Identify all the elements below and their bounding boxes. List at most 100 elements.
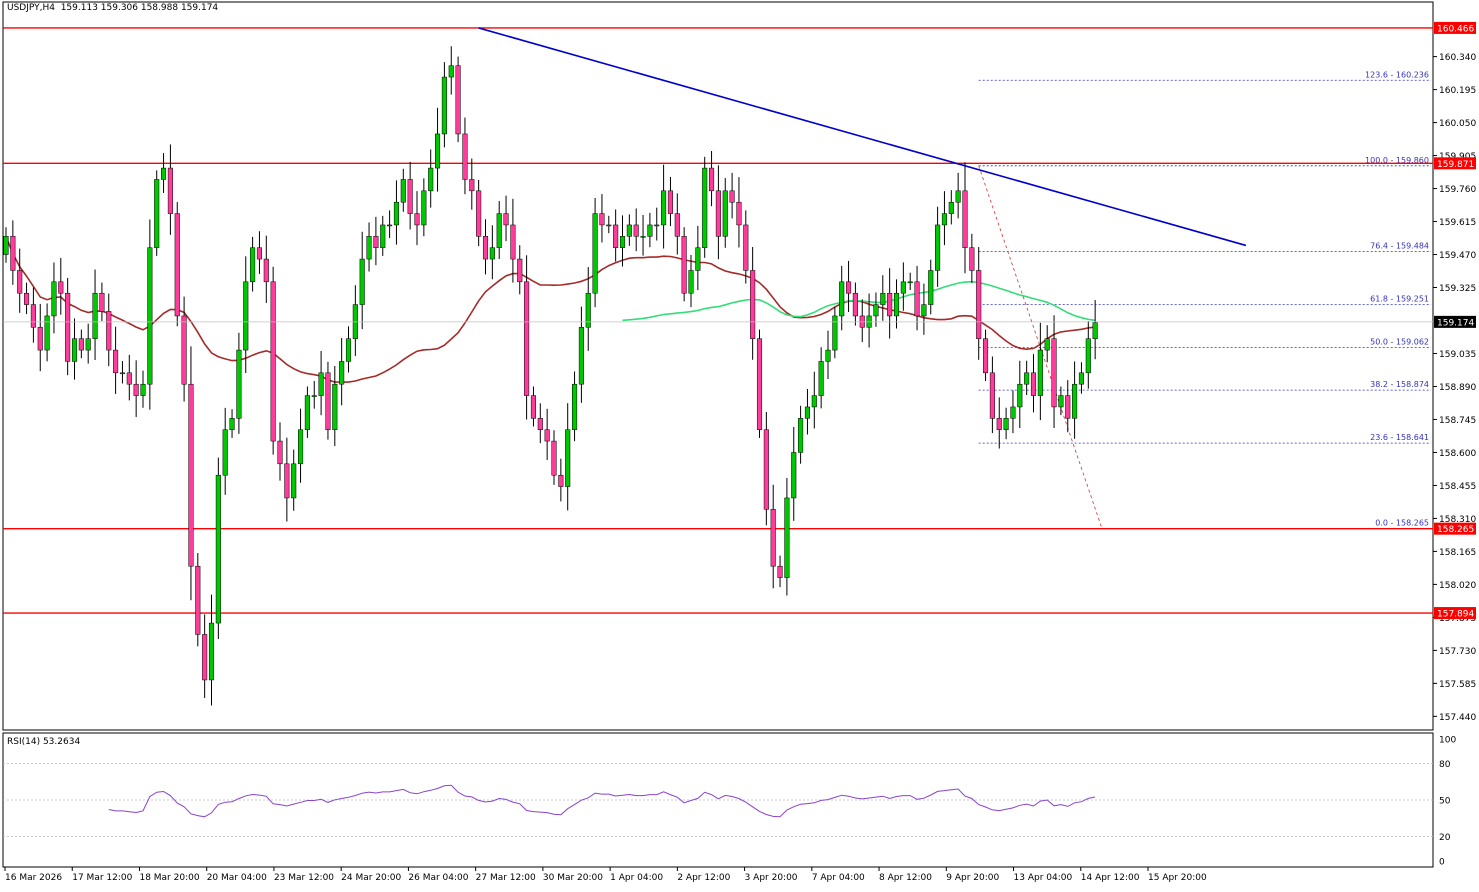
candle-body	[517, 258, 523, 283]
candle-body	[811, 395, 817, 408]
candle-body	[661, 190, 667, 226]
candle-body	[530, 395, 537, 419]
horizontal-levels	[3, 27, 1433, 614]
candle-body	[174, 213, 180, 317]
candle-body	[955, 190, 961, 203]
candle-body	[380, 224, 386, 248]
candle-body	[962, 190, 968, 248]
candle-body	[969, 247, 975, 271]
fib-level-label: 123.6 - 160.236	[1365, 70, 1429, 79]
candle-body	[1058, 395, 1064, 408]
candle-body	[250, 247, 256, 283]
candle-body	[393, 201, 399, 226]
candle-body	[345, 338, 352, 362]
candle-body	[1003, 418, 1009, 430]
candle-body	[763, 429, 769, 510]
candle-body	[188, 383, 194, 567]
price-tick-label: 160.195	[1439, 86, 1476, 96]
price-tick-label: 160.340	[1439, 53, 1476, 63]
last-price-label: 159.174	[1437, 318, 1474, 328]
candle-body	[893, 292, 900, 317]
candle-body	[400, 179, 406, 203]
price-tick-label: 158.745	[1439, 416, 1476, 426]
candle-body	[208, 622, 215, 681]
candle-body	[565, 429, 571, 487]
candle-body	[85, 338, 91, 351]
price-tick-label: 159.905	[1439, 152, 1476, 162]
candle-body	[140, 383, 146, 396]
time-tick-label: 26 Mar 04:00	[408, 873, 468, 883]
candle-body	[907, 281, 913, 284]
candle-body	[736, 201, 742, 226]
candle-body	[448, 65, 454, 78]
candle-body	[1024, 372, 1030, 385]
candle-body	[435, 133, 441, 169]
candle-body	[407, 179, 413, 214]
candle-body	[318, 372, 324, 396]
candle-body	[277, 440, 283, 465]
candle-body	[702, 167, 708, 248]
candle-body	[311, 395, 317, 397]
candle-body	[284, 463, 290, 499]
candle-body	[366, 236, 372, 260]
time-tick-label: 17 Mar 12:00	[72, 873, 132, 883]
candle-body	[989, 372, 995, 419]
candle-body	[476, 190, 482, 237]
candle-body	[948, 201, 954, 214]
candle-body	[880, 292, 886, 305]
candle-body	[236, 349, 242, 419]
candle-body	[585, 292, 591, 328]
candle-body	[298, 429, 304, 465]
price-tick-label: 159.760	[1439, 185, 1476, 195]
level-price-box	[1434, 607, 1476, 620]
candle-body	[3, 236, 9, 255]
moving-averages	[5, 236, 1096, 383]
candle-body	[1051, 338, 1057, 408]
candle-body	[804, 406, 811, 419]
candle-body	[414, 213, 420, 226]
fib-level-label: 38.2 - 158.874	[1370, 380, 1429, 389]
price-tick-label: 157.440	[1439, 713, 1476, 723]
candle-body	[387, 224, 393, 227]
fib-level-label: 50.0 - 159.062	[1370, 337, 1429, 346]
time-tick-label: 9 Apr 20:00	[946, 873, 999, 883]
candle-body	[78, 338, 84, 351]
candle-body	[58, 281, 64, 294]
candle-body	[599, 213, 605, 226]
price-tick-label: 158.165	[1439, 548, 1476, 558]
candle-body	[695, 247, 701, 271]
trendlines	[478, 27, 1247, 247]
candle-body	[30, 304, 36, 328]
candle-body	[572, 383, 578, 430]
rsi-level-label: 0	[1439, 858, 1445, 868]
symbol-label: USDJPY,H4	[7, 3, 55, 13]
candle-body	[983, 338, 989, 374]
price-tick-label: 158.890	[1439, 383, 1476, 393]
candle-body	[544, 429, 550, 442]
candle-body	[654, 224, 660, 227]
ohlc-values: 159.113 159.306 158.988 159.174	[60, 3, 219, 13]
candle-body	[503, 213, 509, 226]
candle-body	[1065, 395, 1071, 419]
fibonacci-levels: 123.6 - 160.236 100.0 - 159.860 76.4 - 159…	[978, 70, 1431, 530]
candle-body	[482, 236, 489, 260]
price-tick-label: 157.585	[1439, 680, 1476, 690]
rsi-series: 100 80 50 20 0	[3, 736, 1456, 868]
price-tick-label: 158.600	[1439, 449, 1476, 459]
candle-body	[496, 213, 502, 248]
rsi-panel-frame	[2, 732, 1434, 868]
candle-body	[92, 292, 98, 339]
candle-body	[462, 133, 468, 180]
candle-body	[489, 247, 495, 260]
candle-body	[996, 418, 1002, 430]
level-price-box	[1434, 21, 1476, 34]
candle-body	[729, 190, 735, 203]
candle-body	[524, 281, 530, 396]
time-tick-label: 14 Apr 12:00	[1081, 873, 1140, 883]
candle-body	[133, 383, 139, 396]
level-price-label: 158.265	[1437, 525, 1474, 535]
candle-body	[640, 236, 646, 238]
candle-body	[722, 190, 728, 237]
